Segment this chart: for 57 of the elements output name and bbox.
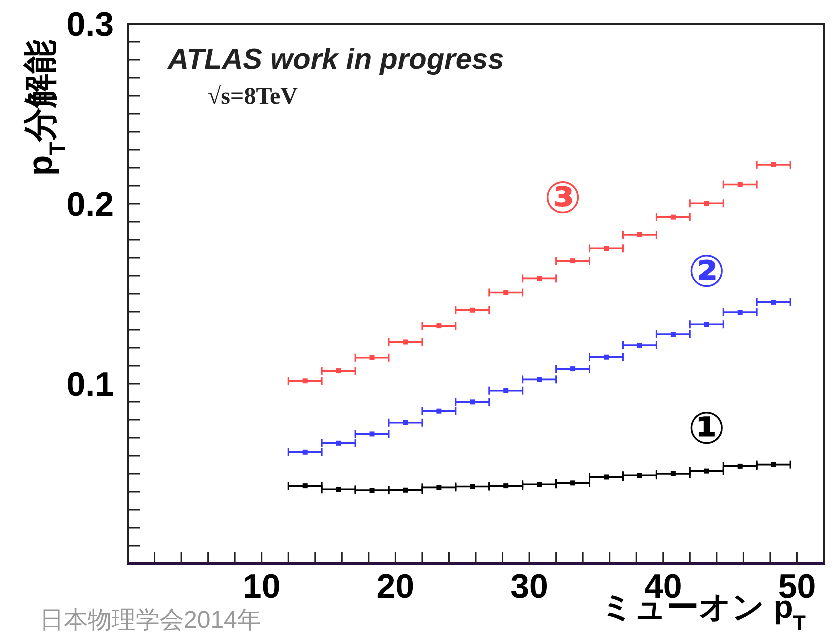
point	[504, 290, 509, 296]
point	[436, 324, 442, 329]
y-tick-label: 0.3	[66, 6, 114, 44]
point	[537, 482, 542, 488]
point	[738, 464, 743, 469]
x-tick-label: 10	[242, 568, 281, 606]
point	[670, 214, 676, 220]
x-tick-label: 30	[510, 568, 548, 606]
point	[537, 377, 542, 382]
point	[670, 472, 676, 476]
series-label: ②	[688, 246, 726, 298]
point	[570, 480, 576, 486]
point	[336, 368, 342, 374]
x-tick-label: 20	[376, 568, 415, 606]
point	[403, 488, 408, 493]
point	[771, 462, 776, 468]
point	[336, 440, 342, 446]
point	[637, 342, 642, 348]
point	[704, 468, 710, 474]
point	[738, 310, 743, 316]
point	[570, 258, 576, 264]
point	[470, 484, 476, 490]
point	[604, 474, 609, 480]
point	[704, 201, 710, 206]
point	[302, 378, 308, 384]
point	[504, 388, 509, 394]
point	[504, 484, 509, 489]
point	[604, 354, 609, 360]
point	[370, 432, 375, 437]
y-tick-label: 0.2	[66, 186, 114, 224]
point	[738, 182, 743, 188]
point	[771, 162, 776, 168]
point	[436, 408, 442, 414]
text: 日本物理学会2014年	[40, 607, 262, 634]
point	[436, 485, 442, 490]
point	[302, 450, 308, 455]
point	[302, 484, 308, 489]
series-label: ③	[544, 173, 582, 224]
point	[403, 420, 408, 426]
text: √s=8TeV	[208, 84, 299, 110]
point	[570, 366, 576, 372]
point	[704, 322, 710, 328]
text: ATLAS work in progress	[167, 44, 504, 76]
point	[403, 340, 408, 345]
point	[370, 355, 375, 360]
point	[470, 400, 476, 405]
point	[637, 232, 642, 238]
point	[470, 308, 476, 313]
series-label: ①	[688, 403, 726, 454]
point	[604, 246, 609, 252]
point	[637, 473, 642, 478]
y-tick-label: 0.1	[66, 366, 114, 404]
point	[336, 487, 342, 492]
point	[771, 300, 776, 305]
point	[370, 488, 375, 494]
point	[537, 276, 542, 282]
point	[670, 332, 676, 337]
